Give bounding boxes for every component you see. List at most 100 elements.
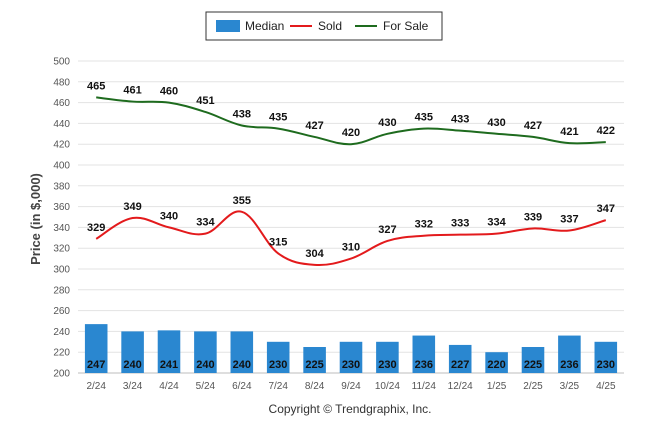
for-sale-data-label: 461 bbox=[123, 85, 141, 97]
y-tick-label: 400 bbox=[53, 161, 70, 172]
sold-data-label: 310 bbox=[342, 242, 360, 254]
line-series bbox=[95, 96, 607, 267]
for-sale-data-label: 433 bbox=[451, 114, 469, 126]
y-tick-label: 240 bbox=[53, 327, 70, 338]
for-sale-data-label: 427 bbox=[305, 120, 323, 132]
y-tick-label: 220 bbox=[53, 348, 70, 359]
legend-median-label: Median bbox=[245, 19, 284, 33]
x-tick-label: 5/24 bbox=[196, 381, 216, 392]
median-bar-label: 240 bbox=[123, 359, 141, 371]
y-tick-label: 280 bbox=[53, 285, 70, 296]
line-data-labels: 329 349 340 334 355 315 304 310 327 332 333 334 339 3… bbox=[87, 80, 615, 259]
median-bars bbox=[84, 324, 618, 373]
legend-box bbox=[205, 11, 443, 41]
sold-data-label: 355 bbox=[233, 195, 251, 207]
median-bar bbox=[84, 324, 108, 373]
median-bar bbox=[339, 341, 363, 373]
median-bar-label: 247 bbox=[87, 359, 105, 371]
sold-data-label: 339 bbox=[524, 211, 542, 223]
for-sale-data-label: 422 bbox=[597, 125, 615, 137]
median-bar-label: 225 bbox=[524, 359, 542, 371]
y-tick-label: 260 bbox=[53, 306, 70, 317]
median-bar-label: 230 bbox=[342, 359, 360, 371]
x-axis-ticks: 2/24 3/24 4/24 5/24 6/24 7/24 8/24 9/24 10/24 11/… bbox=[86, 381, 616, 392]
median-bar-label: 230 bbox=[597, 359, 615, 371]
for-sale-data-label: 430 bbox=[378, 117, 396, 129]
y-tick-label: 460 bbox=[53, 98, 70, 109]
median-bar-label: 236 bbox=[415, 359, 433, 371]
median-bar-label: 240 bbox=[196, 359, 214, 371]
y-tick-label: 340 bbox=[53, 223, 70, 234]
median-bar-label: 230 bbox=[378, 359, 396, 371]
x-tick-label: 2/25 bbox=[523, 381, 543, 392]
for-sale-data-label: 438 bbox=[233, 108, 251, 120]
x-tick-label: 7/24 bbox=[268, 381, 288, 392]
x-tick-label: 6/24 bbox=[232, 381, 252, 392]
y-tick-label: 300 bbox=[53, 265, 70, 276]
legend: Median Sold For Sale bbox=[205, 11, 443, 41]
x-tick-label: 4/24 bbox=[159, 381, 179, 392]
median-bar bbox=[521, 347, 545, 373]
median-bar bbox=[230, 331, 254, 373]
y-tick-label: 380 bbox=[53, 181, 70, 192]
y-tick-label: 200 bbox=[53, 369, 70, 380]
median-bar bbox=[303, 347, 326, 373]
legend-sold-label: Sold bbox=[318, 19, 342, 33]
median-bar bbox=[558, 335, 581, 373]
median-bar bbox=[376, 341, 399, 373]
sold-data-label: 329 bbox=[87, 222, 105, 234]
sold-data-label: 337 bbox=[560, 214, 578, 226]
sold-data-label: 349 bbox=[123, 201, 141, 213]
y-tick-label: 420 bbox=[53, 140, 70, 151]
y-tick-label: 500 bbox=[53, 57, 70, 68]
legend-median-swatch bbox=[216, 20, 240, 32]
for-sale-data-label: 435 bbox=[415, 112, 433, 124]
sold-data-label: 340 bbox=[160, 210, 178, 222]
for-sale-data-label: 421 bbox=[560, 126, 578, 138]
y-tick-label: 480 bbox=[53, 77, 70, 88]
median-bar bbox=[485, 352, 508, 373]
median-bar-label: 230 bbox=[269, 359, 287, 371]
median-bar bbox=[194, 331, 217, 373]
median-bar bbox=[121, 331, 144, 373]
median-bar-label: 241 bbox=[160, 359, 178, 371]
median-bar bbox=[448, 344, 472, 373]
x-tick-label: 4/25 bbox=[596, 381, 616, 392]
for-sale-data-label: 451 bbox=[196, 95, 214, 107]
sold-data-label: 332 bbox=[415, 219, 433, 231]
y-axis-label: Price (in $,000) bbox=[28, 173, 43, 265]
legend-for-sale-label: For Sale bbox=[383, 19, 429, 33]
for-sale-line bbox=[96, 96, 606, 146]
sold-data-label: 347 bbox=[597, 203, 615, 215]
x-tick-label: 3/25 bbox=[560, 381, 580, 392]
x-tick-label: 9/24 bbox=[341, 381, 361, 392]
y-tick-label: 320 bbox=[53, 244, 70, 255]
x-tick-label: 8/24 bbox=[305, 381, 325, 392]
x-tick-label: 2/24 bbox=[86, 381, 106, 392]
sold-data-label: 304 bbox=[305, 248, 324, 260]
sold-data-label: 333 bbox=[451, 218, 469, 230]
median-bar-label: 236 bbox=[560, 359, 578, 371]
y-tick-label: 440 bbox=[53, 119, 70, 130]
y-tick-label: 360 bbox=[53, 202, 70, 213]
median-bar bbox=[594, 341, 618, 373]
median-bar bbox=[412, 335, 436, 373]
x-tick-label: 11/24 bbox=[412, 381, 437, 392]
for-sale-data-label: 465 bbox=[87, 80, 105, 92]
sold-data-label: 334 bbox=[196, 217, 215, 229]
median-bar bbox=[266, 341, 290, 373]
for-sale-data-label: 460 bbox=[160, 86, 178, 98]
median-bar-label: 227 bbox=[451, 359, 469, 371]
sold-data-label: 334 bbox=[487, 217, 506, 229]
median-bar-label: 225 bbox=[305, 359, 323, 371]
for-sale-data-label: 420 bbox=[342, 127, 360, 139]
median-bar-labels: 247 240 241 240 240 230 225 230 230 236 227 220 225 2… bbox=[87, 359, 615, 371]
copyright-footer: Copyright © Trendgraphix, Inc. bbox=[269, 402, 432, 416]
x-tick-label: 10/24 bbox=[375, 381, 400, 392]
median-bar-label: 240 bbox=[233, 359, 251, 371]
x-tick-label: 3/24 bbox=[123, 381, 143, 392]
x-tick-label: 1/25 bbox=[487, 381, 507, 392]
y-axis-ticks: 200 220 240 260 280 300 320 340 360 380 400 420 440 4… bbox=[53, 57, 70, 380]
sold-line bbox=[95, 210, 607, 267]
